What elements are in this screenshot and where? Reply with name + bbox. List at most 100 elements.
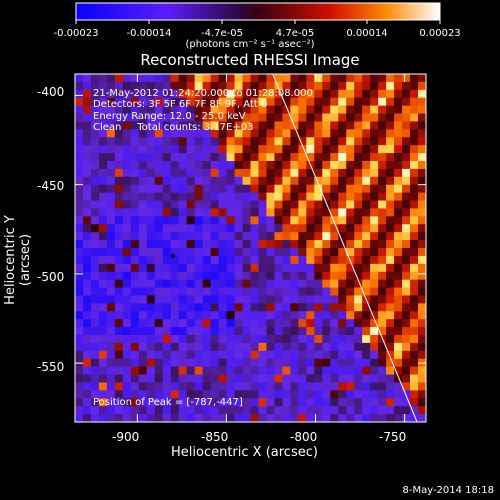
heatmap-cell [226,382,236,391]
heatmap-cell [346,224,355,233]
heatmap-cell [306,121,315,130]
heatmap-cell [162,208,172,217]
heatmap-cell [370,311,379,320]
heatmap-cell [298,216,307,225]
heatmap-cell [394,208,403,217]
heatmap-cell [226,414,236,422]
heatmap-cell [362,255,371,265]
heatmap-cell [290,263,299,273]
heatmap-cell [346,327,355,336]
heatmap-cell [210,398,220,407]
heatmap-cell [98,224,108,233]
heatmap-cell [138,153,148,162]
heatmap-cell [394,97,403,107]
heatmap-cell [226,232,236,241]
heatmap-cell [402,184,411,194]
heatmap-cell [194,263,204,273]
heatmap-cell [330,263,339,273]
heatmap-cell [410,263,419,273]
heatmap-cell [170,263,180,273]
heatmap-cell [370,374,379,383]
heatmap-cell [218,406,228,415]
heatmap-cell [346,279,355,289]
heatmap-cell [298,319,307,328]
heatmap-cell [346,414,355,422]
heatmap-cell [346,358,355,368]
heatmap-cell [226,295,236,304]
heatmap-cell [274,374,283,383]
heatmap-cell [394,113,403,122]
heatmap-cell [170,374,180,383]
heatmap-cell [82,192,92,202]
heatmap-cell [250,303,259,312]
heatmap-cell [258,319,267,328]
heatmap-cell [330,121,339,130]
heatmap-cell [250,350,259,360]
heatmap-cell [402,406,411,415]
heatmap-cell [386,121,395,130]
heatmap-cell [410,192,419,202]
heatmap-cell [178,358,188,368]
heatmap-cell [130,153,140,162]
heatmap-cell [274,303,283,312]
heatmap-cell [122,358,132,368]
heatmap-cell [75,374,84,383]
heatmap-cell [106,327,116,336]
heatmap-cell [330,216,339,225]
heatmap-cell [114,406,124,415]
heatmap-cell [122,279,132,289]
heatmap-cell [290,406,299,415]
heatmap-cell [306,248,315,257]
heatmap-cell [274,224,283,233]
heatmap-cell [146,335,156,344]
heatmap-cell [170,271,180,281]
heatmap-cell [114,153,124,162]
heatmap-cell [234,287,244,296]
heatmap-cell [114,121,124,130]
heatmap-cell [250,97,259,107]
heatmap-cell [322,129,331,138]
heatmap-cell [114,374,124,383]
heatmap-cell [402,303,411,312]
heatmap-cell [82,287,92,296]
heatmap-cell [98,358,108,368]
heatmap-cell [82,137,92,146]
heatmap-cell [178,137,188,146]
heatmap-cell [258,129,267,138]
heatmap-cell [338,216,347,225]
heatmap-cell [370,398,379,407]
heatmap-cell [282,129,291,138]
heatmap-cell [114,74,124,83]
heatmap-cell [98,335,108,344]
heatmap-cell [322,145,331,154]
heatmap-cell [170,89,180,99]
heatmap-cell [330,358,339,368]
heatmap-cell [378,184,387,194]
heatmap-cell [322,224,331,233]
plot-frame [74,73,427,423]
heatmap-cell [106,406,116,415]
heatmap-cell [386,97,395,107]
heatmap-cell [114,97,124,107]
heatmap-cell [106,192,116,202]
heatmap-cell [250,240,259,249]
colorbar-tick-label: -0.00014 [126,28,172,39]
heatmap-cell [122,208,132,217]
heatmap-cell [130,271,140,281]
heatmap-cell [258,279,267,289]
heatmap-cell [402,81,411,91]
heatmap-cell [170,208,180,217]
heatmap-cell [394,184,403,194]
heatmap-cell [354,311,363,320]
heatmap-cell [322,168,331,178]
heatmap-cell [138,216,148,225]
heatmap-cell [354,240,363,249]
heatmap-cell [362,382,371,391]
heatmap-cell [386,263,395,273]
heatmap-cell [394,232,403,241]
heatmap-cell [162,224,172,233]
heatmap-cell [418,350,426,360]
heatmap-cell [338,279,347,289]
heatmap-cell [330,319,339,328]
heatmap-cell [114,358,124,368]
